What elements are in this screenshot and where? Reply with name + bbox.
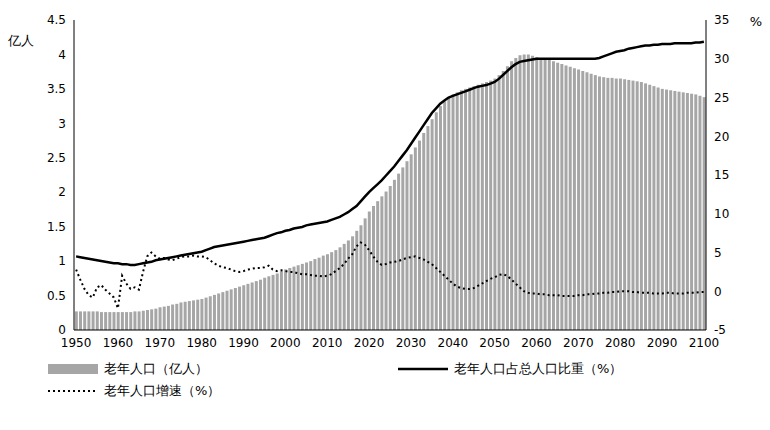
svg-text:2.5: 2.5: [47, 151, 66, 165]
svg-text:2090: 2090: [647, 336, 678, 350]
svg-text:1950: 1950: [61, 336, 92, 350]
svg-text:3: 3: [58, 117, 66, 131]
svg-text:2010: 2010: [312, 336, 343, 350]
svg-text:2060: 2060: [521, 336, 552, 350]
svg-text:10: 10: [714, 207, 729, 221]
svg-text:2080: 2080: [605, 336, 636, 350]
svg-text:30: 30: [714, 52, 729, 66]
svg-text:4: 4: [58, 48, 66, 62]
svg-text:-5: -5: [714, 323, 726, 337]
svg-text:0: 0: [58, 323, 66, 337]
svg-text:2040: 2040: [438, 336, 469, 350]
svg-text:1960: 1960: [103, 336, 134, 350]
svg-text:4.5: 4.5: [47, 13, 66, 27]
svg-text:1970: 1970: [145, 336, 176, 350]
svg-text:35: 35: [714, 13, 729, 27]
svg-text:2050: 2050: [479, 336, 510, 350]
html-text:老年人口增速（%）: 老年人口增速（%）: [104, 383, 221, 398]
svg-text:25: 25: [714, 91, 729, 105]
svg-text:5: 5: [714, 246, 722, 260]
svg-text:20: 20: [714, 130, 729, 144]
html-text:亿人: 亿人: [8, 33, 34, 48]
svg-text:0: 0: [714, 285, 722, 299]
svg-text:2: 2: [58, 185, 66, 199]
svg-text:0.5: 0.5: [47, 289, 66, 303]
html-text:老年人口占总人口比重（%）: 老年人口占总人口比重（%）: [454, 361, 623, 376]
svg-text:2100: 2100: [689, 336, 720, 350]
svg-text:1.5: 1.5: [47, 220, 66, 234]
svg-text:2070: 2070: [563, 336, 594, 350]
svg-text:1980: 1980: [186, 336, 217, 350]
svg-text:1: 1: [58, 254, 66, 268]
svg-text:2030: 2030: [396, 336, 427, 350]
html-text:老年人口（亿人）: 老年人口（亿人）: [104, 361, 208, 376]
svg-text:2020: 2020: [354, 336, 385, 350]
svg-text:1990: 1990: [228, 336, 259, 350]
svg-text:2000: 2000: [270, 336, 301, 350]
svg-text:15: 15: [714, 168, 729, 182]
svg-text:3.5: 3.5: [47, 82, 66, 96]
